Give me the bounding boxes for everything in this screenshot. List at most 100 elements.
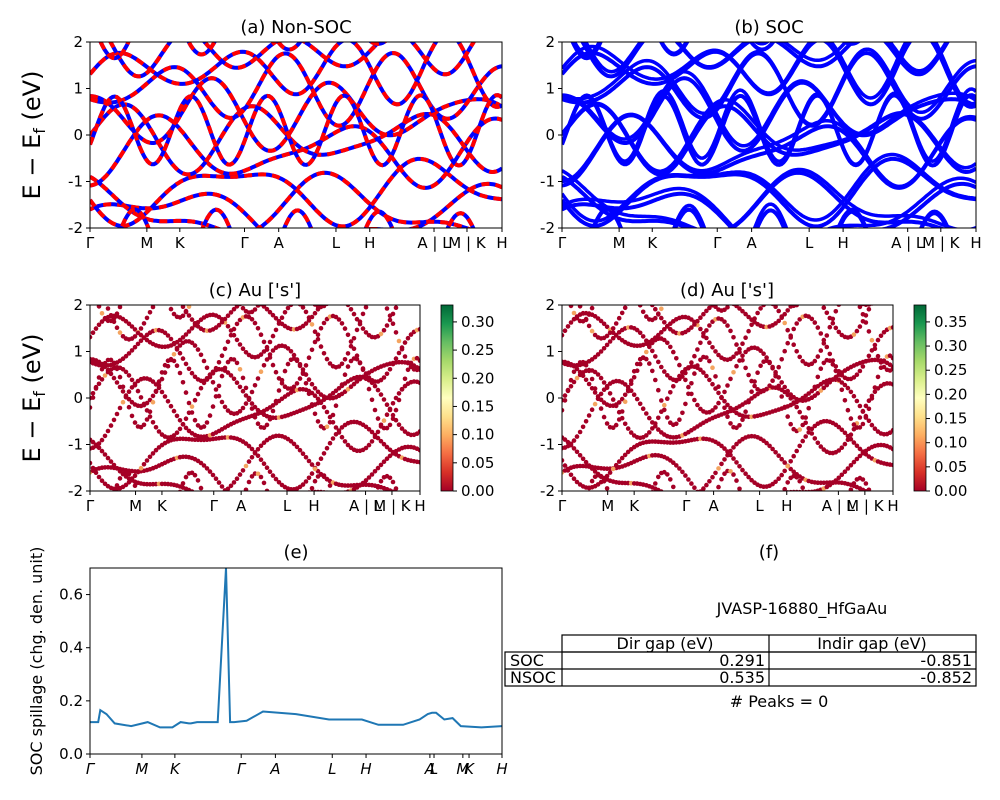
proj-point bbox=[822, 270, 827, 275]
proj-point bbox=[148, 533, 153, 538]
proj-point bbox=[204, 365, 210, 371]
proj-point bbox=[180, 305, 186, 309]
xtick-label: H bbox=[970, 234, 981, 252]
proj-point bbox=[875, 337, 881, 343]
xtick-label: M bbox=[129, 497, 142, 515]
proj-point bbox=[90, 330, 96, 336]
proj-point bbox=[577, 453, 583, 458]
proj-point bbox=[665, 472, 670, 477]
proj-point bbox=[228, 310, 234, 315]
proj-point bbox=[698, 494, 703, 499]
proj-point bbox=[327, 483, 333, 488]
proj-point bbox=[692, 485, 697, 491]
proj-point bbox=[120, 389, 126, 394]
proj-point bbox=[613, 422, 619, 428]
ytick-label: -1 bbox=[68, 436, 83, 454]
cbar-tick-label: 0.10 bbox=[934, 434, 967, 452]
proj-point bbox=[93, 384, 99, 390]
proj-point bbox=[379, 296, 384, 301]
proj-point bbox=[175, 297, 180, 302]
proj-point bbox=[583, 377, 589, 383]
ytick-label: 0.2 bbox=[59, 692, 83, 710]
proj-point bbox=[267, 339, 273, 345]
proj-point bbox=[797, 427, 802, 432]
proj-point bbox=[324, 424, 330, 430]
proj-point bbox=[345, 305, 351, 308]
proj-point bbox=[722, 398, 727, 404]
proj-point bbox=[800, 422, 805, 428]
xtick-label: Γ bbox=[86, 497, 95, 515]
proj-point bbox=[384, 444, 390, 450]
proj-point bbox=[337, 511, 342, 516]
proj-point bbox=[96, 381, 102, 387]
proj-point bbox=[650, 368, 655, 374]
proj-point bbox=[111, 316, 117, 321]
proj-point bbox=[614, 516, 619, 521]
ytick-label: 0 bbox=[73, 126, 83, 144]
proj-point bbox=[674, 356, 679, 361]
proj-point bbox=[246, 396, 252, 401]
proj-point bbox=[261, 425, 267, 431]
proj-point bbox=[304, 290, 309, 295]
proj-point bbox=[728, 328, 733, 334]
proj-point bbox=[390, 311, 396, 317]
proj-point bbox=[770, 525, 775, 530]
proj-point bbox=[586, 463, 592, 468]
proj-point bbox=[860, 408, 866, 414]
proj-point bbox=[156, 429, 162, 434]
proj-point bbox=[234, 476, 240, 482]
proj-point bbox=[108, 357, 114, 363]
proj-point bbox=[782, 320, 787, 326]
proj-point bbox=[273, 398, 279, 404]
proj-point bbox=[249, 406, 255, 411]
proj-point bbox=[845, 437, 851, 443]
proj-point bbox=[821, 305, 827, 311]
proj-point bbox=[828, 543, 833, 548]
proj-point bbox=[843, 293, 848, 298]
proj-point bbox=[824, 310, 830, 316]
proj-point bbox=[875, 374, 881, 380]
proj-point bbox=[369, 397, 375, 403]
proj-point bbox=[575, 297, 580, 302]
proj-point bbox=[363, 478, 369, 483]
proj-point bbox=[785, 480, 790, 485]
proj-point bbox=[387, 407, 393, 413]
proj-point bbox=[132, 334, 138, 339]
proj-point bbox=[277, 505, 282, 510]
proj-point bbox=[734, 516, 739, 521]
proj-point bbox=[725, 323, 730, 328]
proj-point bbox=[689, 381, 694, 386]
proj-point bbox=[836, 377, 842, 383]
proj-point bbox=[402, 376, 408, 382]
proj-point bbox=[656, 359, 661, 365]
proj-point bbox=[364, 272, 369, 277]
proj-point bbox=[773, 515, 778, 520]
proj-point bbox=[749, 389, 754, 395]
proj-point bbox=[387, 422, 393, 428]
proj-point bbox=[788, 335, 793, 340]
proj-point bbox=[408, 332, 414, 337]
ytick-label: 1 bbox=[73, 343, 83, 361]
proj-point bbox=[201, 424, 207, 429]
proj-point bbox=[195, 391, 201, 397]
proj-point bbox=[574, 363, 580, 369]
proj-point bbox=[369, 439, 375, 444]
proj-point bbox=[815, 440, 821, 446]
proj-point bbox=[851, 459, 857, 465]
proj-point bbox=[165, 399, 171, 404]
proj-point bbox=[885, 287, 890, 292]
ytick-label: 1 bbox=[545, 80, 555, 98]
proj-point bbox=[831, 269, 836, 274]
proj-point bbox=[157, 275, 162, 280]
proj-point bbox=[288, 439, 294, 444]
proj-point bbox=[876, 292, 881, 297]
proj-point bbox=[876, 296, 881, 301]
proj-point bbox=[337, 294, 342, 299]
proj-point bbox=[815, 325, 821, 330]
proj-point bbox=[656, 415, 661, 421]
proj-point bbox=[370, 279, 375, 284]
proj-point bbox=[207, 413, 213, 418]
proj-point bbox=[625, 449, 631, 455]
proj-point bbox=[725, 305, 730, 310]
proj-point bbox=[412, 536, 417, 541]
